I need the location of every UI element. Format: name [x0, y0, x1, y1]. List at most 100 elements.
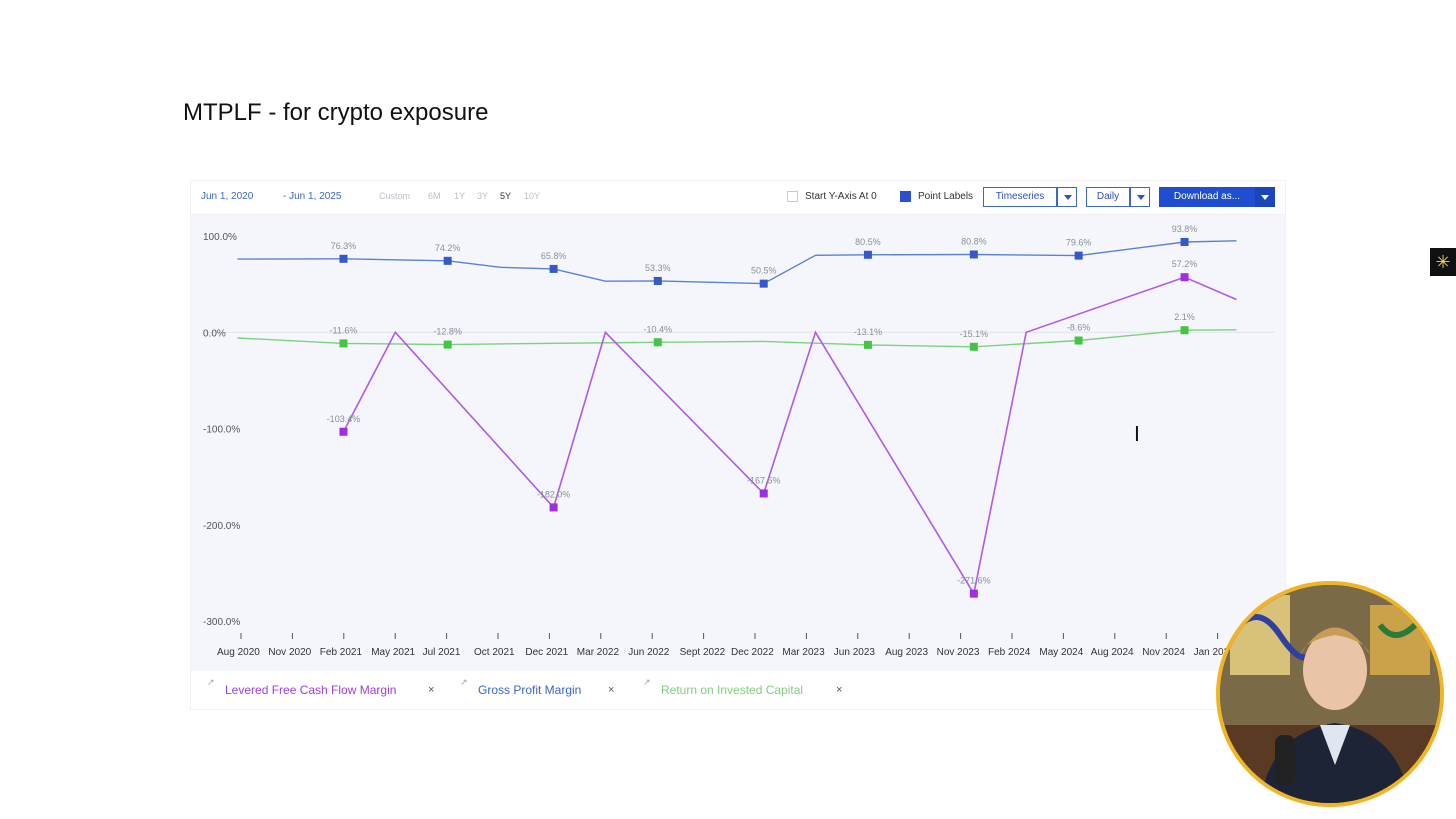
x-tick-label: Feb 2021: [320, 647, 363, 658]
trend-icon: ↗: [207, 677, 215, 687]
data-point-marker: [653, 338, 662, 347]
data-point-marker: [759, 489, 768, 498]
legend-label: Return on Invested Capital: [661, 683, 804, 697]
remove-series-close-icon[interactable]: ×: [608, 684, 615, 696]
legend-item-gross-profit[interactable]: ↗ Gross Profit Margin ×: [460, 676, 614, 704]
data-point-marker: [339, 339, 348, 348]
chart-plot: 100.0% 0.0% -100.0% -200.0% -300.0% Aug 2020 N…: [203, 224, 1275, 658]
data-label: 57.2%: [1172, 259, 1198, 269]
data-point-marker: [443, 340, 452, 349]
x-tick-label: Feb 2024: [988, 647, 1031, 658]
daily-dropdown[interactable]: Daily: [1086, 187, 1130, 207]
x-tick-label: Jul 2021: [423, 647, 461, 658]
range-3y[interactable]: 3Y: [477, 191, 489, 201]
trend-icon: ↗: [460, 677, 468, 687]
download-button[interactable]: Download as...: [1159, 187, 1255, 207]
trend-icon: ↗: [643, 677, 651, 687]
data-point-marker: [759, 279, 768, 288]
data-label: 74.2%: [435, 243, 461, 253]
x-tick-label: Dec 2022: [731, 647, 774, 658]
data-label: 79.6%: [1066, 238, 1092, 248]
x-tick-label: Aug 2024: [1091, 647, 1134, 658]
range-1y[interactable]: 1Y: [454, 191, 466, 201]
x-tick-label: Mar 2023: [782, 647, 825, 658]
asterisk-icon[interactable]: ✳: [1430, 248, 1456, 276]
y-tick-label: 0.0%: [203, 328, 226, 339]
y-tick-label: -200.0%: [203, 521, 240, 532]
chart-card: Jun 1, 2020 - Jun 1, 2025 Custom 6M 1Y 3…: [190, 180, 1286, 710]
range-5y[interactable]: 5Y: [500, 191, 512, 201]
data-label: -103.4%: [327, 414, 361, 424]
x-tick-label: May 2024: [1039, 647, 1083, 658]
range-6m[interactable]: 6M: [428, 191, 441, 201]
series-line-0: [237, 240, 1237, 285]
y-tick-label: 100.0%: [203, 232, 237, 243]
data-point-marker: [969, 250, 978, 259]
x-tick-label: Nov 2024: [1142, 647, 1185, 658]
data-point-marker: [549, 264, 558, 273]
data-label: -15.1%: [960, 329, 989, 339]
x-tick-label: Jun 2023: [834, 647, 876, 658]
x-tick-label: Aug 2020: [217, 647, 260, 658]
date-start[interactable]: Jun 1, 2020: [201, 191, 254, 202]
data-label: -167.5%: [747, 475, 781, 485]
data-label: 2.1%: [1174, 312, 1195, 322]
data-point-marker: [339, 254, 348, 263]
legend-label: Levered Free Cash Flow Margin: [225, 683, 397, 697]
data-label: -13.1%: [854, 327, 883, 337]
remove-series-close-icon[interactable]: ×: [428, 684, 435, 696]
x-tick-label: Mar 2022: [577, 647, 620, 658]
start-y-axis-checkbox[interactable]: [787, 191, 798, 202]
y-tick-label: -300.0%: [203, 617, 240, 628]
slide-title: MTPLF - for crypto exposure: [183, 99, 489, 126]
data-point-marker: [1074, 336, 1083, 345]
daily-chevron-down-icon[interactable]: [1130, 187, 1150, 207]
data-point-marker: [1180, 237, 1189, 246]
series-line-2: [342, 276, 1237, 596]
x-tick-label: Nov 2020: [268, 647, 311, 658]
start-y-axis-label: Start Y-Axis At 0: [805, 191, 877, 202]
data-point-marker: [443, 256, 452, 265]
range-custom[interactable]: Custom: [379, 191, 411, 201]
text-cursor-icon: I: [1134, 422, 1140, 446]
x-tick-label: Dec 2021: [525, 647, 568, 658]
data-label: -11.6%: [330, 325, 358, 335]
timeseries-chevron-down-icon[interactable]: [1057, 187, 1077, 207]
chart-toolbar: Jun 1, 2020 - Jun 1, 2025 Custom 6M 1Y 3…: [191, 181, 1285, 215]
presenter-image: [1220, 585, 1440, 803]
data-point-marker: [339, 427, 348, 436]
range-10y[interactable]: 10Y: [524, 191, 541, 201]
x-tick-label: Oct 2021: [474, 647, 515, 658]
data-label: -271.6%: [957, 576, 991, 586]
data-label: 76.3%: [331, 241, 357, 251]
date-end[interactable]: - Jun 1, 2025: [283, 191, 342, 202]
data-label: 65.8%: [541, 251, 567, 261]
data-label: -8.6%: [1067, 323, 1091, 333]
data-point-marker: [863, 340, 872, 349]
data-point-marker: [969, 342, 978, 351]
data-label: -12.8%: [433, 327, 462, 337]
data-point-marker: [969, 589, 978, 598]
x-tick-label: Nov 2023: [937, 647, 980, 658]
data-point-marker: [653, 276, 662, 285]
data-label: 53.3%: [645, 263, 671, 273]
x-tick-label: Jan 2025: [1194, 647, 1236, 658]
download-chevron-down-icon[interactable]: [1255, 187, 1275, 207]
data-label: 80.5%: [855, 237, 881, 247]
legend-bar: [191, 671, 1285, 709]
timeseries-dropdown[interactable]: Timeseries: [983, 187, 1057, 207]
data-label: -10.4%: [644, 324, 673, 334]
remove-series-close-icon[interactable]: ×: [836, 684, 843, 696]
legend-item-roic[interactable]: ↗ Return on Invested Capital ×: [643, 676, 842, 704]
point-labels-checkbox[interactable]: [900, 191, 911, 202]
data-point-marker: [1074, 251, 1083, 260]
presenter-video: [1216, 581, 1444, 807]
legend-label: Gross Profit Margin: [478, 683, 582, 697]
data-label: 80.8%: [961, 236, 987, 246]
x-tick-label: Sept 2022: [680, 647, 726, 658]
data-point-marker: [863, 250, 872, 259]
data-point-marker: [1180, 326, 1189, 335]
y-tick-label: -100.0%: [203, 425, 240, 436]
data-label: -182.0%: [537, 489, 571, 499]
legend-item-levered-fcf[interactable]: ↗ Levered Free Cash Flow Margin ×: [207, 676, 434, 704]
